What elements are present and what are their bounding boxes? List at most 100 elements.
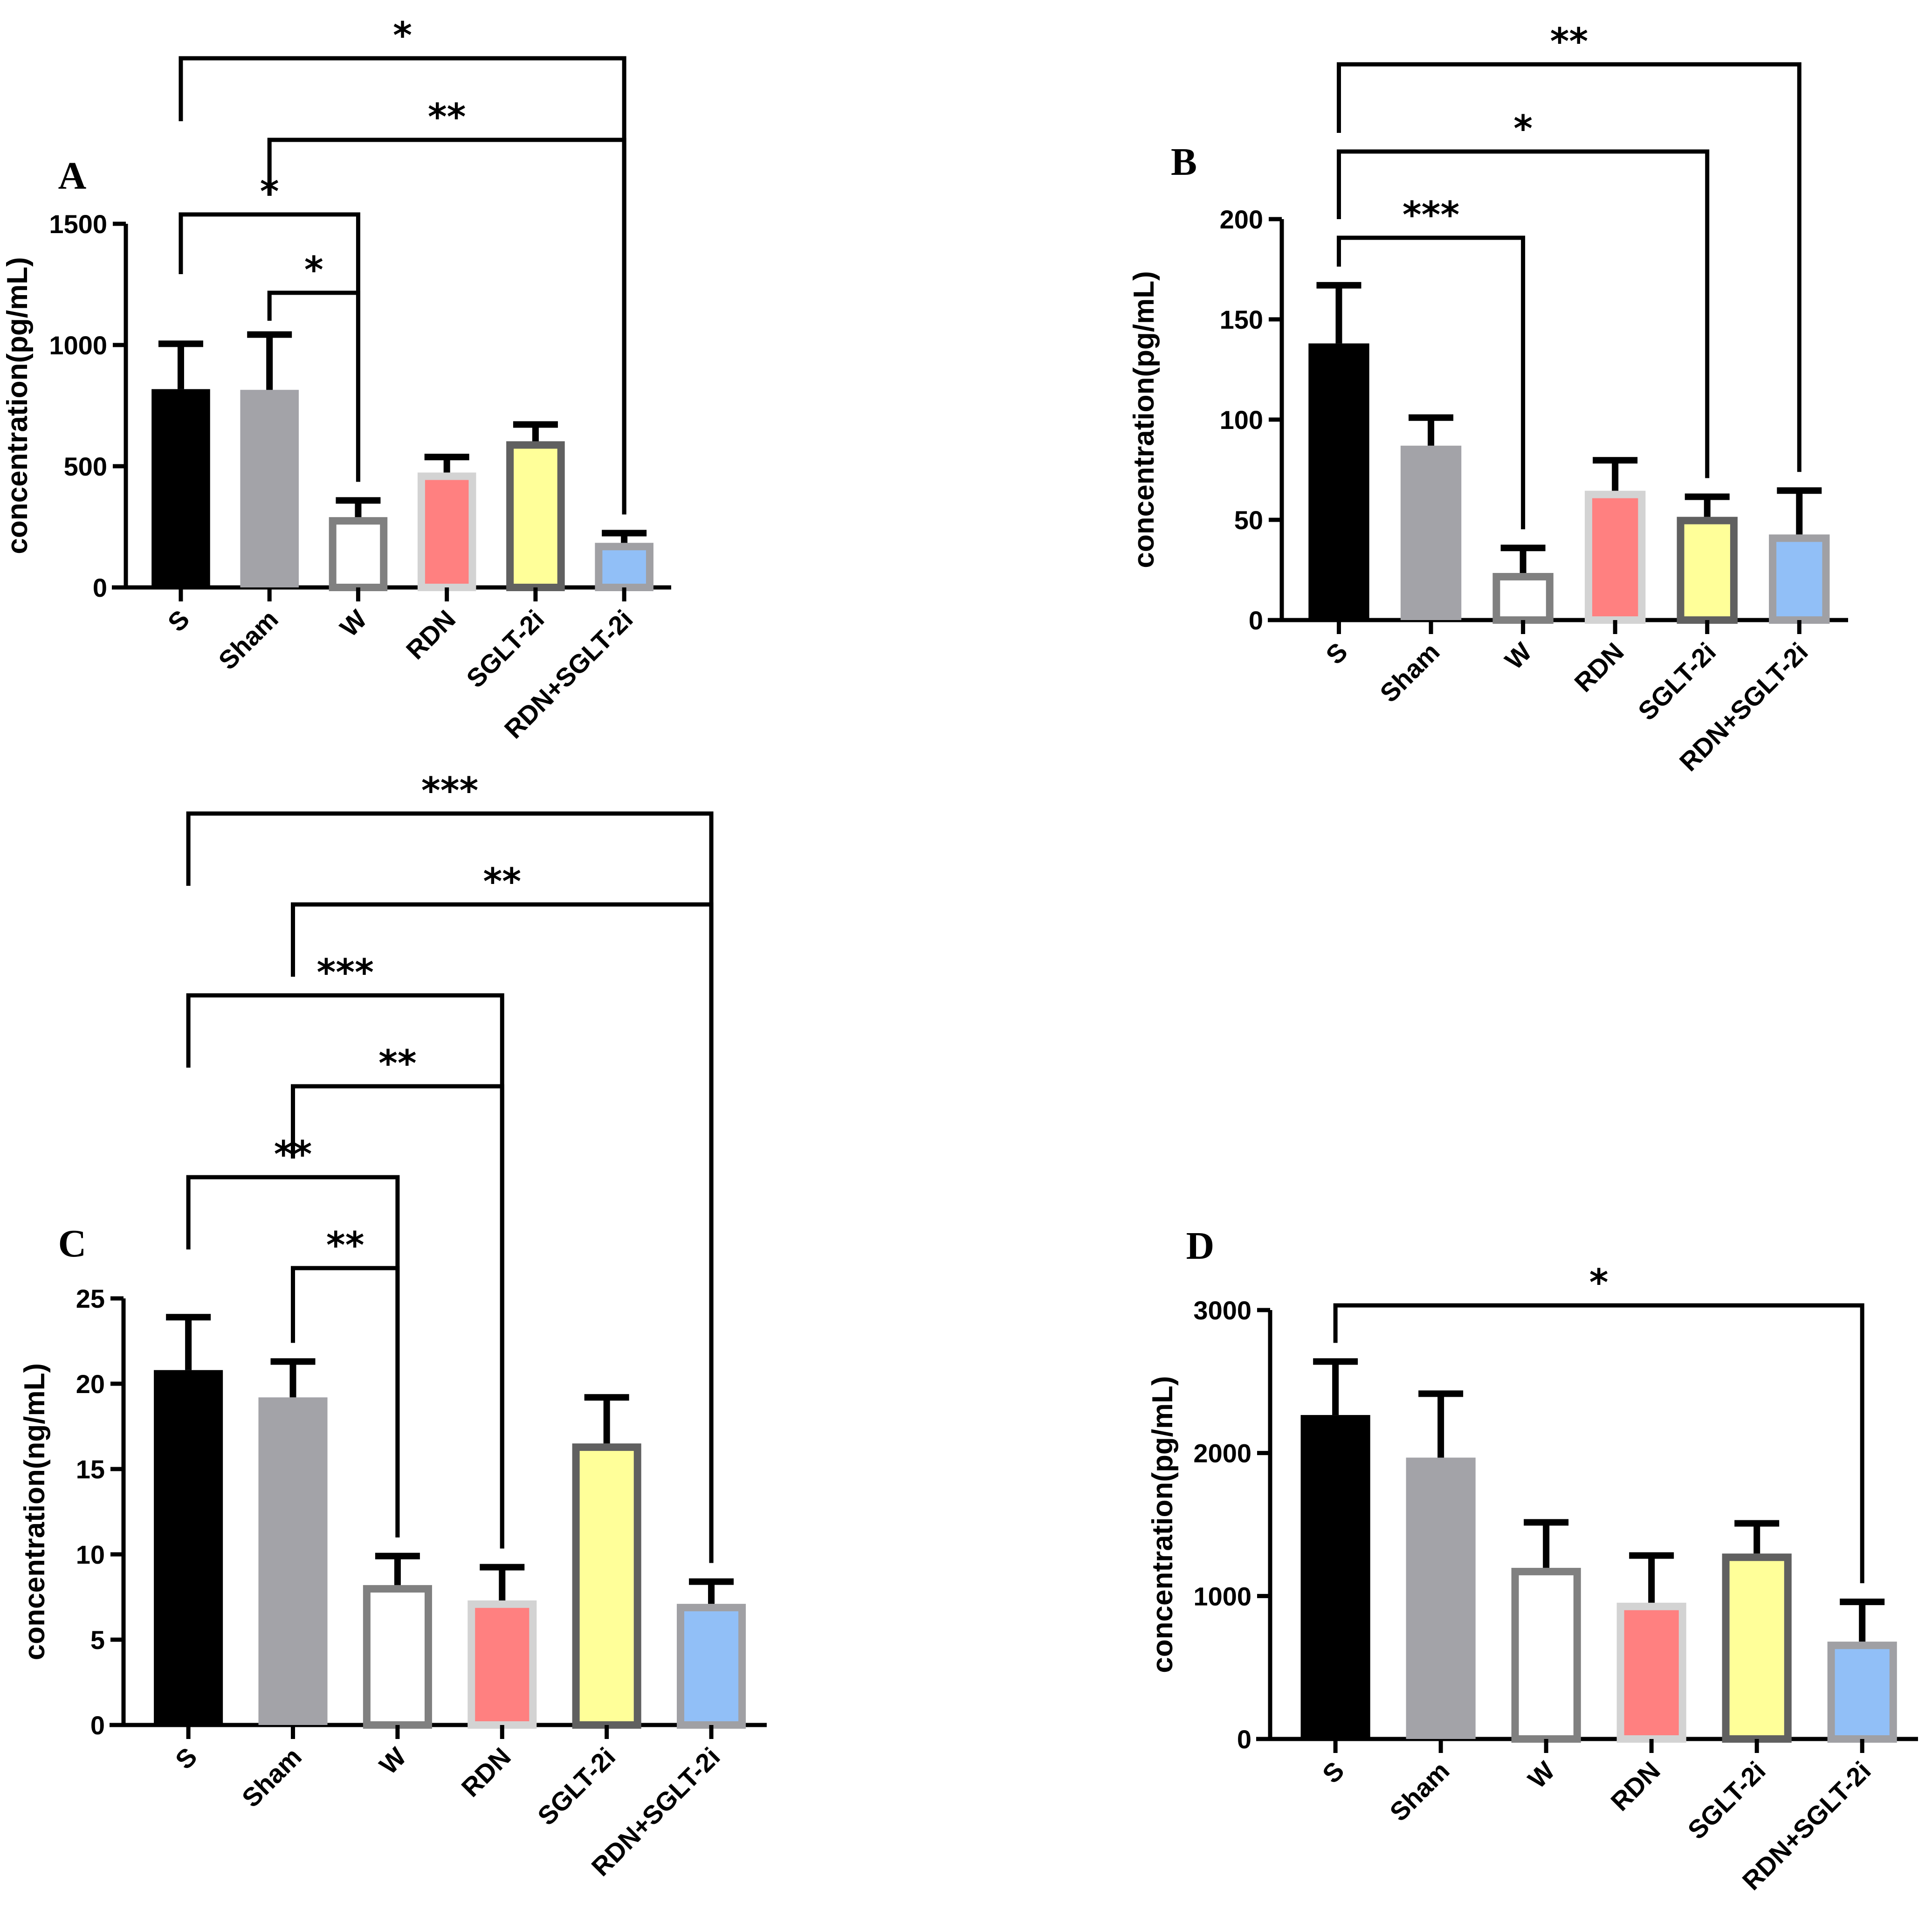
bar <box>258 1397 328 1725</box>
y-tick-label: 10 <box>76 1540 105 1569</box>
y-tick-label: 20 <box>76 1369 105 1399</box>
panel-letter: B <box>1171 140 1197 184</box>
panel-b: B 0 50 100 150 200 concentration(pg/mL) S Sham W R… <box>1128 21 1848 777</box>
y-tick-label: 100 <box>1220 405 1263 435</box>
bar <box>677 1604 746 1729</box>
bar <box>1584 490 1646 624</box>
x-tick-label: W <box>334 604 372 642</box>
significance-label: *** <box>317 952 374 994</box>
bar <box>1492 573 1554 624</box>
y-tick-label: 1000 <box>49 331 107 360</box>
x-tick-label: Sham <box>1374 637 1445 708</box>
x-tick-label: S <box>162 604 195 637</box>
y-tick-label: 0 <box>1237 1725 1251 1754</box>
x-tick-label: W <box>1499 637 1537 675</box>
y-axis-title: concentration(pg/mL) <box>1128 271 1160 568</box>
x-tick-label: RDN <box>1568 637 1629 697</box>
panel-letter: D <box>1186 1224 1215 1268</box>
panel-d: D 0 1000 2000 3000 concentration(pg/mL) S Sham W… <box>1147 1224 1918 1896</box>
panel-c: C 0 5 10 15 20 25 concentration(ng/mL) S Sham W RDN… <box>19 770 767 1882</box>
significance-label: ** <box>378 1043 417 1085</box>
x-tick-label: Sham <box>213 604 283 675</box>
significance-label: *** <box>1403 194 1459 236</box>
x-tick-label: SGLT-2i <box>1682 1756 1771 1845</box>
x-tick-label: W <box>1522 1756 1561 1794</box>
y-tick-label: 0 <box>93 573 107 602</box>
x-tick-label: RDN <box>400 604 461 665</box>
y-tick-label: 500 <box>64 452 107 481</box>
bar <box>1308 343 1369 620</box>
significance-bracket <box>1333 1303 1864 1583</box>
bar <box>1300 1415 1370 1739</box>
bar <box>151 389 210 587</box>
significance-bracket <box>1336 235 1526 530</box>
significance-label: * <box>1589 1262 1609 1304</box>
bar <box>1400 445 1462 620</box>
y-tick-label: 3000 <box>1193 1296 1251 1325</box>
y-axis-title: concentration(pg/mL) <box>1147 1376 1179 1673</box>
panel-letter: C <box>58 1222 87 1265</box>
significance-bracket <box>186 993 504 1549</box>
panel-letter: A <box>58 154 87 198</box>
bar <box>1722 1553 1792 1743</box>
bar <box>1827 1642 1897 1743</box>
bar <box>572 1443 641 1729</box>
y-tick-label: 150 <box>1220 305 1263 334</box>
y-tick-label: 1000 <box>1193 1581 1251 1611</box>
x-tick-label: SGLT-2i <box>532 1742 621 1831</box>
bar <box>1677 517 1738 624</box>
x-tick-label: S <box>1320 637 1353 670</box>
y-axis-title: concentration(ng/mL) <box>19 1363 51 1660</box>
bar <box>417 472 476 592</box>
significance-label: ** <box>428 97 466 138</box>
significance-bracket <box>1336 62 1801 472</box>
significance-bracket <box>291 1084 504 1549</box>
y-tick-label: 200 <box>1220 205 1263 234</box>
bar <box>506 441 565 591</box>
y-tick-label: 5 <box>90 1625 105 1655</box>
significance-label: * <box>304 249 323 291</box>
significance-label: * <box>260 171 279 213</box>
significance-label: ** <box>326 1225 364 1267</box>
y-tick-label: 15 <box>76 1455 105 1484</box>
significance-label: ** <box>1550 21 1588 63</box>
significance-bracket <box>1336 149 1710 478</box>
bar <box>595 543 653 591</box>
x-tick-label: S <box>1317 1756 1350 1789</box>
significance-bracket <box>291 902 714 1563</box>
bar <box>1511 1567 1581 1743</box>
significance-label: ** <box>274 1134 312 1176</box>
y-tick-label: 25 <box>76 1284 105 1313</box>
bar <box>1406 1457 1476 1739</box>
panel-a: A 0 500 1000 1500 concentration(pg/mL) S Sham W R… <box>1 15 671 744</box>
x-tick-label: RDN <box>1605 1756 1665 1816</box>
bar <box>154 1370 223 1725</box>
bar <box>329 517 388 591</box>
bar <box>240 390 299 587</box>
y-axis-title: concentration(pg/mL) <box>1 257 34 554</box>
significance-label: ** <box>483 861 521 903</box>
y-tick-label: 0 <box>1249 606 1263 635</box>
bar <box>1769 534 1830 624</box>
x-tick-label: SGLT-2i <box>461 604 550 693</box>
x-tick-label: RDN <box>455 1742 516 1802</box>
y-tick-label: 2000 <box>1193 1439 1251 1468</box>
bar <box>468 1600 537 1729</box>
bar <box>363 1585 432 1729</box>
y-tick-label: 50 <box>1234 505 1263 535</box>
significance-label: *** <box>421 770 478 812</box>
significance-bracket <box>291 1266 400 1538</box>
x-tick-label: Sham <box>236 1742 307 1813</box>
significance-bracket <box>267 138 626 515</box>
significance-label: * <box>393 15 412 57</box>
significance-label: * <box>1513 108 1533 150</box>
bar <box>1616 1602 1686 1743</box>
x-tick-label: Sham <box>1384 1756 1455 1827</box>
y-tick-label: 1500 <box>49 209 107 239</box>
x-tick-label: S <box>170 1742 203 1775</box>
x-tick-label: W <box>373 1742 412 1780</box>
y-tick-label: 0 <box>90 1711 105 1740</box>
x-tick-label: SGLT-2i <box>1632 637 1721 726</box>
significance-bracket <box>267 290 360 482</box>
